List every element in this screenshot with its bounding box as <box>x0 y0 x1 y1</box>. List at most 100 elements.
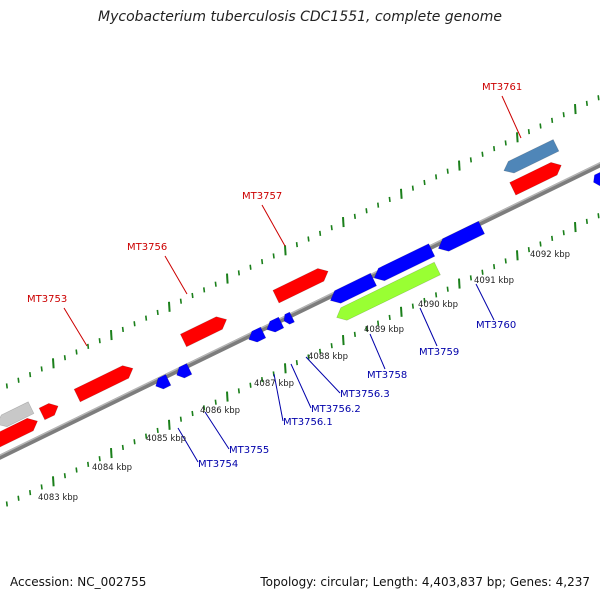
gene-label: MT3754 <box>198 459 238 470</box>
tick <box>29 490 32 496</box>
page-title: Mycobacterium tuberculosis CDC1551, comp… <box>98 9 502 25</box>
tick <box>133 439 136 445</box>
leader-line <box>419 307 438 347</box>
tick <box>110 330 113 341</box>
leader-line <box>290 363 312 409</box>
tick <box>342 334 345 346</box>
gene-mt3759 <box>336 261 441 321</box>
tick <box>435 174 438 180</box>
genome-backbone <box>0 162 600 460</box>
kbp-label: 4091 kbp <box>474 276 514 286</box>
tick <box>585 218 588 224</box>
tick <box>551 117 554 123</box>
tick <box>63 473 66 479</box>
kbp-label: 4090 kbp <box>418 300 458 310</box>
tick <box>156 427 159 434</box>
tick <box>365 208 368 214</box>
gene-mt3756 <box>179 316 228 348</box>
tick <box>597 95 600 101</box>
tick <box>29 372 32 378</box>
tick <box>191 292 194 299</box>
tick <box>98 338 101 344</box>
tick <box>330 225 333 231</box>
gene-mt3758 <box>373 243 436 282</box>
gene-label: MT3761 <box>482 82 522 93</box>
tick <box>423 179 426 186</box>
tick <box>214 281 217 287</box>
kbp-label: 4085 kbp <box>146 434 186 444</box>
leader-line <box>273 373 284 422</box>
tick <box>446 168 449 174</box>
kbp-label: 4089 kbp <box>364 325 404 335</box>
kbp-label: 4084 kbp <box>92 463 132 473</box>
tick <box>214 399 217 405</box>
genome-summary: Topology: circular; Length: 4,403,837 bp… <box>260 575 590 589</box>
tick <box>237 388 240 394</box>
tick <box>52 476 55 487</box>
tick <box>435 292 438 298</box>
gene-features <box>0 139 600 448</box>
tick <box>342 216 345 228</box>
tick <box>597 213 600 219</box>
gene-label: MT3756 <box>127 242 167 253</box>
tick <box>272 253 275 259</box>
gene-mt3756-3 <box>283 311 295 325</box>
tick <box>388 196 391 203</box>
tick <box>400 306 403 317</box>
tick <box>353 331 356 337</box>
gene-labels: MT3761 MT3757 MT3756 MT3753 MT3760 MT3759 MT37… <box>27 82 522 470</box>
label-leaders <box>63 95 522 463</box>
gene-label: MT3758 <box>367 370 407 381</box>
tick <box>377 320 380 326</box>
tick <box>145 315 148 321</box>
gene-mt3755 <box>176 363 193 379</box>
gene-mt3757 <box>272 268 329 304</box>
tick <box>307 354 310 360</box>
tick <box>284 363 287 374</box>
tick <box>353 213 356 219</box>
tick <box>168 419 171 430</box>
genome-backbone-highlight <box>0 162 600 456</box>
tick <box>179 298 182 304</box>
tick <box>377 202 380 208</box>
gene-right-edge <box>593 172 600 187</box>
tick <box>261 259 264 265</box>
tick <box>203 287 206 293</box>
tick <box>284 245 287 256</box>
tick <box>110 448 113 459</box>
tick <box>261 377 264 383</box>
leader-line <box>204 411 230 450</box>
accession-label: Accession: NC_002755 <box>10 575 147 589</box>
leader-line <box>305 356 341 394</box>
tick <box>411 185 414 191</box>
kbp-scale-labels: 4083 kbp 4084 kbp 4085 kbp 4086 kbp 4087 kbp… <box>38 250 570 503</box>
tick <box>63 355 66 361</box>
tick <box>562 230 565 236</box>
tick <box>226 273 229 284</box>
tick <box>504 140 507 146</box>
tick <box>40 484 43 490</box>
gene-mt3756-1 <box>248 326 267 343</box>
gene-mt3761 <box>503 139 560 174</box>
tick <box>527 129 530 135</box>
leader-line <box>501 95 522 139</box>
tick <box>237 270 240 276</box>
gene-grey <box>0 401 35 428</box>
leader-line <box>177 427 199 463</box>
tick <box>527 247 530 253</box>
tick <box>504 258 507 264</box>
tick <box>319 230 322 236</box>
tick <box>458 160 461 171</box>
tick <box>121 326 124 333</box>
tick <box>133 321 136 327</box>
gene-label: MT3759 <box>419 347 459 358</box>
gene-small-forward <box>38 403 59 421</box>
gene-label: MT3756.2 <box>311 404 361 415</box>
tick <box>562 112 565 118</box>
tick <box>40 366 43 372</box>
tick <box>295 242 298 248</box>
gene-label: MT3756.1 <box>283 417 333 428</box>
tick <box>585 100 588 106</box>
gene-label: MT3757 <box>242 191 282 202</box>
